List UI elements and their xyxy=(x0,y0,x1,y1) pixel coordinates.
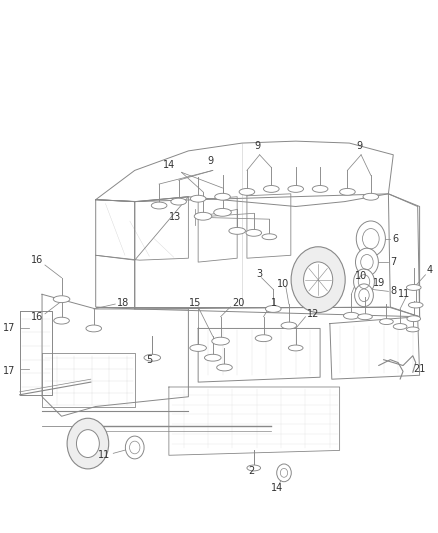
Ellipse shape xyxy=(229,228,245,235)
Circle shape xyxy=(125,436,144,459)
Ellipse shape xyxy=(151,202,167,209)
Circle shape xyxy=(355,284,373,306)
Ellipse shape xyxy=(265,305,281,312)
Circle shape xyxy=(67,418,109,469)
Circle shape xyxy=(291,247,345,312)
Text: 11: 11 xyxy=(398,289,410,300)
Ellipse shape xyxy=(358,314,372,320)
Text: 19: 19 xyxy=(373,278,385,288)
Ellipse shape xyxy=(281,322,297,329)
Text: 16: 16 xyxy=(31,312,43,322)
Ellipse shape xyxy=(54,317,69,324)
Circle shape xyxy=(277,464,291,482)
Text: 13: 13 xyxy=(170,212,182,222)
Ellipse shape xyxy=(86,325,102,332)
Ellipse shape xyxy=(144,354,161,361)
Ellipse shape xyxy=(215,193,230,200)
Text: 3: 3 xyxy=(257,269,263,279)
Text: 5: 5 xyxy=(146,354,152,365)
Ellipse shape xyxy=(212,337,230,345)
Ellipse shape xyxy=(194,212,212,220)
Ellipse shape xyxy=(408,302,423,308)
Text: 10: 10 xyxy=(277,279,289,288)
Text: 8: 8 xyxy=(390,286,396,296)
Text: 1: 1 xyxy=(271,298,277,308)
Text: 11: 11 xyxy=(98,450,110,461)
Text: 4: 4 xyxy=(427,265,433,275)
Ellipse shape xyxy=(312,185,328,192)
Circle shape xyxy=(356,221,385,256)
Text: 16: 16 xyxy=(31,255,43,265)
Ellipse shape xyxy=(262,234,277,240)
Text: 6: 6 xyxy=(392,233,399,244)
Ellipse shape xyxy=(393,324,407,329)
Text: 7: 7 xyxy=(390,257,396,267)
Ellipse shape xyxy=(406,327,419,332)
Ellipse shape xyxy=(264,185,279,192)
Ellipse shape xyxy=(217,364,232,371)
Text: 12: 12 xyxy=(307,309,320,319)
Text: 14: 14 xyxy=(163,159,175,169)
Ellipse shape xyxy=(53,296,70,303)
Text: 10: 10 xyxy=(355,271,367,281)
Ellipse shape xyxy=(288,345,303,351)
Circle shape xyxy=(77,430,99,457)
Circle shape xyxy=(304,262,333,297)
Circle shape xyxy=(353,269,374,294)
Ellipse shape xyxy=(205,354,221,361)
Text: 21: 21 xyxy=(413,365,425,374)
Ellipse shape xyxy=(339,189,355,195)
Text: 20: 20 xyxy=(232,298,245,308)
Ellipse shape xyxy=(343,312,359,319)
Ellipse shape xyxy=(246,229,261,236)
Text: 14: 14 xyxy=(271,483,283,494)
Text: 17: 17 xyxy=(4,324,16,334)
Text: 9: 9 xyxy=(254,141,261,151)
Ellipse shape xyxy=(288,185,304,192)
Circle shape xyxy=(356,248,378,276)
Text: 2: 2 xyxy=(249,466,255,476)
Text: 9: 9 xyxy=(356,141,362,151)
Text: 17: 17 xyxy=(4,366,16,376)
Text: 18: 18 xyxy=(117,298,129,308)
Ellipse shape xyxy=(407,316,420,321)
Ellipse shape xyxy=(247,465,261,471)
Ellipse shape xyxy=(363,193,378,200)
Ellipse shape xyxy=(214,208,231,216)
Ellipse shape xyxy=(380,319,393,325)
Ellipse shape xyxy=(171,198,187,205)
Ellipse shape xyxy=(239,189,255,195)
Ellipse shape xyxy=(190,344,206,351)
Ellipse shape xyxy=(255,335,272,342)
Ellipse shape xyxy=(406,285,421,290)
Text: 9: 9 xyxy=(208,156,214,166)
Text: 15: 15 xyxy=(189,298,201,308)
Ellipse shape xyxy=(191,195,206,202)
